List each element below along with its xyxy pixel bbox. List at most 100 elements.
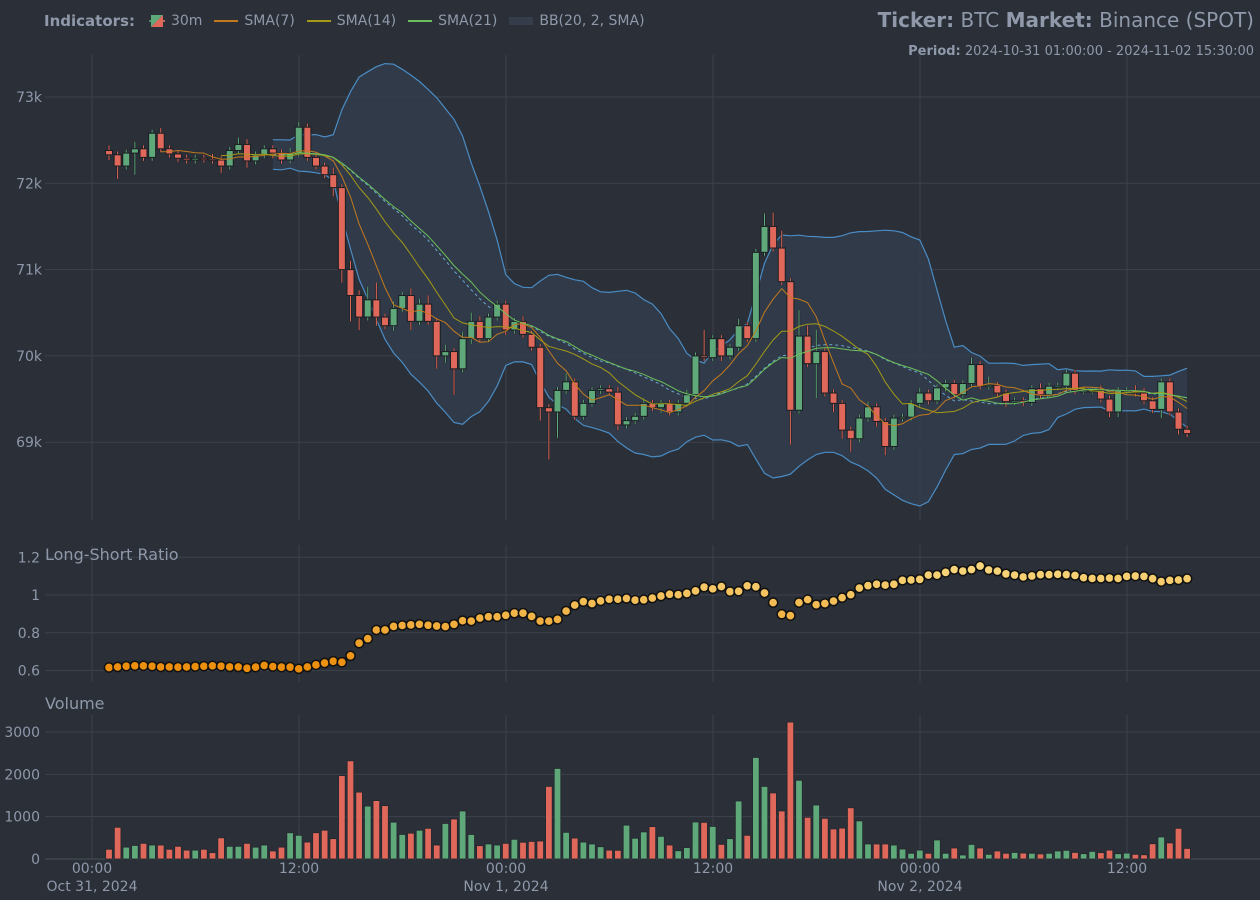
ratio-point [905, 574, 917, 586]
candle-up [1045, 385, 1054, 396]
volume-bar [536, 840, 544, 860]
candle-up [1062, 372, 1071, 387]
volume-bar [588, 843, 596, 860]
ratio-point [310, 659, 322, 671]
legend-item-sma14[interactable]: SMA(14) [306, 13, 396, 29]
volume-bar [795, 779, 803, 860]
x-tick-label: 00:00 [72, 861, 112, 877]
legend-item-sma21[interactable]: SMA(21) [408, 13, 497, 29]
ratio-point [198, 660, 210, 672]
ratio-point [655, 590, 667, 602]
volume-bar [139, 842, 148, 860]
volume-bar [1183, 848, 1191, 860]
volume-bar [113, 826, 122, 860]
candlestick-icon [148, 14, 165, 28]
ratio-point [612, 593, 624, 605]
ratio-point [1130, 570, 1141, 582]
ratio-point [1069, 570, 1081, 581]
candle-down [769, 225, 778, 249]
period-info: Period: 2024-10-31 01:00:00 - 2024-11-02… [908, 44, 1254, 59]
sma-14-line [221, 153, 1188, 414]
ratio-point [362, 633, 374, 644]
sma-7-line [160, 149, 1188, 427]
ratio-point [388, 621, 399, 632]
volume-bar [320, 829, 329, 860]
volume-bar [596, 846, 605, 860]
volume-bar [916, 849, 924, 860]
candlestick-series [105, 122, 1192, 460]
ratio-point [146, 660, 158, 672]
ratio-tick-label: 1.2 [18, 550, 40, 566]
candle-up [795, 335, 803, 411]
candle-up [726, 346, 734, 357]
x-tick-label: 00:00 [486, 861, 526, 877]
bb-band-fill [272, 63, 1188, 506]
candle-down [105, 150, 113, 156]
ratio-point [1061, 569, 1072, 581]
candle-down [1174, 411, 1183, 430]
line-swatch-icon [306, 20, 331, 22]
ratio-point [319, 657, 330, 669]
ratio-point [1078, 572, 1089, 584]
ratio-point [681, 587, 693, 599]
ratio-point [509, 607, 520, 619]
volume-bar [510, 838, 519, 860]
legend-item-bb[interactable]: BB(20, 2, SMA) [509, 13, 645, 29]
volume-bar [553, 768, 562, 860]
volume-bar [1123, 852, 1131, 860]
ratio-point [233, 661, 244, 673]
chart-title: Ticker: BTC Market: Binance (SPOT) [878, 8, 1254, 32]
bollinger-bands [272, 62, 1188, 507]
volume-bar [622, 824, 631, 860]
volume-bar [1002, 852, 1010, 860]
ratio-point [923, 569, 934, 581]
volume-bar [829, 828, 838, 860]
ratio-point [276, 661, 287, 673]
ratio-point [664, 588, 675, 600]
volume-bar [700, 821, 708, 860]
ratio-point [1035, 569, 1046, 581]
legend-label: BB(20, 2, SMA) [539, 13, 645, 29]
volume-bar [165, 848, 174, 860]
volume-bar [933, 839, 941, 860]
candle-up [579, 402, 588, 417]
volume-bar [562, 831, 570, 860]
volume-bar [950, 847, 958, 860]
volume-bar [674, 850, 682, 860]
volume-bar [985, 853, 993, 860]
ratio-point [552, 614, 563, 625]
volume-bar [157, 844, 165, 860]
ratio-point [854, 582, 865, 594]
candle-down [1105, 398, 1114, 413]
candle-up [294, 126, 303, 154]
volume-bar [786, 721, 795, 860]
candle-down [527, 333, 536, 348]
candle-down [372, 299, 381, 318]
ratio-point [966, 564, 977, 575]
legend-label: SMA(21) [438, 13, 498, 29]
candle-down [303, 126, 312, 158]
candle-down [613, 391, 622, 426]
ratio-point [750, 581, 762, 593]
ratio-point [172, 661, 184, 673]
ratio-point [457, 615, 468, 627]
legend-item-30m[interactable]: 30m [148, 13, 202, 29]
price-tick-label: 72k [16, 176, 43, 192]
ratio-point [586, 598, 598, 609]
volume-bar [683, 847, 691, 860]
legend-item-sma7[interactable]: SMA(7) [214, 13, 295, 29]
volume-bar [648, 826, 657, 860]
price-tick-label: 69k [16, 435, 43, 451]
ratio-point [595, 595, 606, 607]
volume-bar [433, 844, 441, 860]
volume-bar [898, 848, 907, 860]
volume-bar [778, 810, 786, 860]
volume-bar [1054, 850, 1062, 860]
ratio-point [690, 585, 701, 597]
volume-bar [200, 848, 208, 860]
candle-up [898, 416, 907, 420]
volume-bar [1045, 852, 1053, 860]
volume-bar [734, 800, 743, 860]
candle-up [363, 299, 372, 318]
